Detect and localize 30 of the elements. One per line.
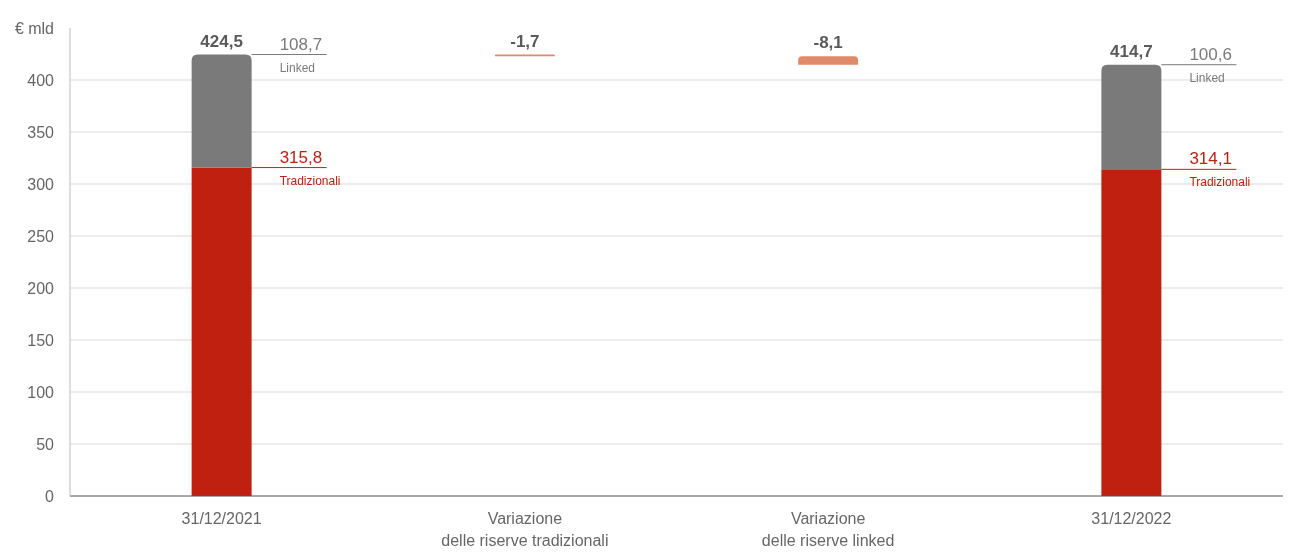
y-tick-label: 300	[27, 175, 55, 193]
y-tick-label: 50	[36, 435, 55, 453]
y-tick-label: 0	[45, 487, 55, 505]
x-tick-label: 31/12/2022	[1091, 510, 1172, 527]
y-tick-label: 250	[27, 227, 55, 245]
text: Tradizionali	[279, 173, 341, 188]
data-label: -1,7	[510, 31, 540, 51]
y-axis-title: € mld	[14, 20, 54, 37]
y-tick-label: 100	[27, 383, 55, 401]
data-label: 108,7	[279, 34, 323, 54]
data-label: 100,6	[1189, 44, 1232, 64]
y-tick-label: 200	[27, 279, 55, 297]
x-tick-label: Variazione delle riserve tradizionali	[441, 510, 609, 549]
x-tick-label: 31/12/2021	[181, 510, 262, 527]
data-label: 315,8	[279, 147, 323, 167]
bar	[191, 167, 252, 496]
total-label: 424,5	[200, 31, 243, 51]
bar	[798, 56, 859, 65]
data-label: -8,1	[813, 33, 843, 53]
text: Tradizionali	[1189, 175, 1251, 190]
bar	[1101, 64, 1162, 170]
text: Linked	[1189, 70, 1225, 85]
total-label: 414,7	[1110, 41, 1153, 61]
y-tick-label: 350	[27, 123, 55, 141]
data-label: 314,1	[1189, 149, 1232, 169]
bar	[191, 54, 252, 168]
x-tick-label: Variazione delle riserve linked	[761, 510, 895, 549]
y-tick-label: 150	[27, 331, 55, 349]
y-tick-label: 400	[27, 71, 55, 89]
text: Linked	[279, 60, 315, 75]
